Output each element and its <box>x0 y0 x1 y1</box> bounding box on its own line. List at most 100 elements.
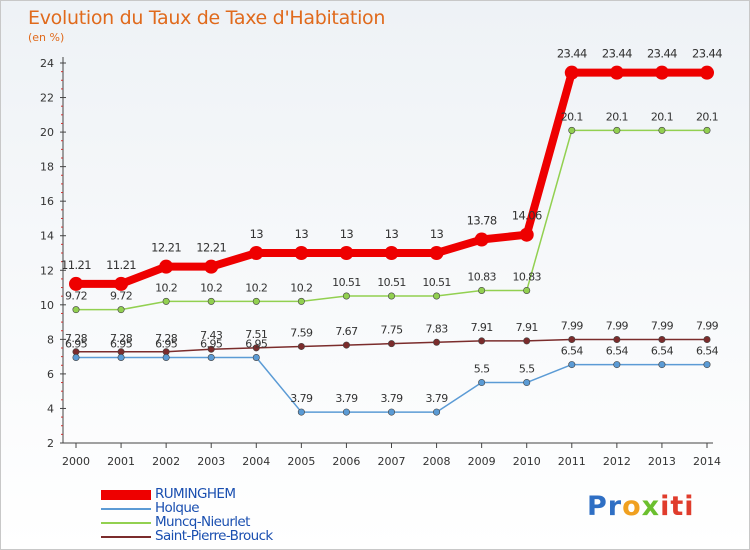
y-tick-label: 22 <box>40 92 54 105</box>
data-label-muncq-nieurlet: 10.2 <box>155 281 177 294</box>
x-tick-label: 2006 <box>332 455 360 468</box>
x-tick-label: 2011 <box>558 455 586 468</box>
y-tick-label: 24 <box>40 57 54 70</box>
data-label-muncq-nieurlet: 20.1 <box>696 110 718 123</box>
data-point-holque <box>658 361 666 369</box>
legend-swatch-saint-pierre-brouck <box>101 536 151 538</box>
data-label-saint-pierre-brouck: 7.83 <box>426 322 449 335</box>
data-point-muncq-nieurlet <box>478 286 486 294</box>
data-label-ruminghem: 13 <box>430 227 444 241</box>
data-point-ruminghem <box>474 232 489 247</box>
data-point-saint-pierre-brouck <box>342 341 350 349</box>
y-tick-label: 20 <box>40 126 54 139</box>
data-label-muncq-nieurlet: 10.51 <box>332 276 361 289</box>
data-point-ruminghem <box>69 276 83 291</box>
data-point-holque <box>117 353 125 361</box>
data-point-ruminghem <box>609 65 624 80</box>
data-label-saint-pierre-brouck: 7.67 <box>335 325 358 338</box>
data-label-ruminghem: 11.21 <box>106 258 136 272</box>
data-point-holque <box>523 379 531 387</box>
data-label-saint-pierre-brouck: 7.75 <box>380 324 403 337</box>
data-label-holque: 6.95 <box>200 338 223 351</box>
x-tick-label: 2002 <box>152 455 180 468</box>
data-label-ruminghem: 23.44 <box>692 47 722 61</box>
legend-label-ruminghem: RUMINGHEM <box>155 486 236 502</box>
data-label-holque: 6.54 <box>606 345 629 358</box>
data-point-ruminghem <box>429 246 444 260</box>
data-point-ruminghem <box>249 246 264 260</box>
data-point-saint-pierre-brouck <box>703 336 711 344</box>
data-label-ruminghem: 13 <box>250 227 264 241</box>
data-label-saint-pierre-brouck: 7.28 <box>155 332 178 345</box>
legend-item-ruminghem: RUMINGHEM <box>101 486 361 502</box>
data-point-holque <box>252 353 260 361</box>
data-label-holque: 6.95 <box>65 338 88 351</box>
data-point-saint-pierre-brouck <box>252 344 260 352</box>
data-label-holque: 6.54 <box>651 345 674 358</box>
data-point-holque <box>478 379 486 387</box>
data-label-saint-pierre-brouck: 7.99 <box>561 320 584 333</box>
legend-label-holque: Holque <box>155 500 200 516</box>
data-point-holque <box>297 408 305 416</box>
data-point-muncq-nieurlet <box>568 126 576 134</box>
data-label-holque: 6.54 <box>561 345 584 358</box>
data-point-muncq-nieurlet <box>297 297 305 305</box>
data-point-ruminghem <box>384 246 399 260</box>
data-label-saint-pierre-brouck: 7.28 <box>110 332 133 345</box>
legend-item-muncq-nieurlet: Muncq-Nieurlet <box>101 514 361 530</box>
data-label-ruminghem: 14.06 <box>512 209 542 223</box>
x-tick-label: 2003 <box>197 455 225 468</box>
x-tick-label: 2014 <box>693 455 721 468</box>
data-point-muncq-nieurlet <box>703 126 711 134</box>
x-tick-label: 2004 <box>242 455 270 468</box>
data-label-saint-pierre-brouck: 7.43 <box>200 329 223 342</box>
data-point-saint-pierre-brouck <box>478 337 486 345</box>
y-tick-label: 6 <box>47 368 54 381</box>
data-label-holque: 6.54 <box>696 345 719 358</box>
legend: RUMINGHEM Holque Muncq-Nieurlet Saint-Pi… <box>101 486 361 544</box>
data-label-ruminghem: 13.78 <box>467 214 497 228</box>
data-label-saint-pierre-brouck: 7.51 <box>245 328 267 341</box>
legend-label-saint-pierre-brouck: Saint-Pierre-Brouck <box>155 528 273 544</box>
data-point-ruminghem <box>159 259 174 274</box>
legend-item-holque: Holque <box>101 500 361 516</box>
data-point-saint-pierre-brouck <box>658 336 666 344</box>
data-label-holque: 5.5 <box>519 363 535 376</box>
x-tick-label: 2010 <box>513 455 541 468</box>
data-point-muncq-nieurlet <box>342 292 350 300</box>
data-point-muncq-nieurlet <box>613 126 621 134</box>
data-point-holque <box>568 361 576 369</box>
x-tick-label: 2000 <box>62 455 90 468</box>
data-label-saint-pierre-brouck: 7.99 <box>696 320 719 333</box>
data-point-holque <box>342 408 350 416</box>
data-point-muncq-nieurlet <box>117 306 125 314</box>
data-label-saint-pierre-brouck: 7.91 <box>516 321 538 334</box>
data-label-holque: 3.79 <box>426 392 449 405</box>
data-label-muncq-nieurlet: 10.2 <box>245 281 267 294</box>
data-point-muncq-nieurlet <box>252 297 260 305</box>
data-point-ruminghem <box>700 65 714 80</box>
data-point-holque <box>72 353 80 361</box>
data-label-ruminghem: 23.44 <box>557 47 587 61</box>
data-label-muncq-nieurlet: 10.2 <box>290 281 312 294</box>
data-label-muncq-nieurlet: 20.1 <box>561 110 583 123</box>
data-label-saint-pierre-brouck: 7.59 <box>290 326 313 339</box>
y-tick-label: 10 <box>40 299 54 312</box>
data-point-saint-pierre-brouck <box>613 336 621 344</box>
data-label-ruminghem: 13 <box>340 227 354 241</box>
data-label-holque: 6.95 <box>155 338 178 351</box>
y-tick-label: 16 <box>40 195 54 208</box>
data-label-saint-pierre-brouck: 7.99 <box>651 320 674 333</box>
data-label-ruminghem: 13 <box>295 227 309 241</box>
data-point-saint-pierre-brouck <box>568 336 576 344</box>
data-label-saint-pierre-brouck: 7.91 <box>471 321 493 334</box>
data-point-ruminghem <box>519 227 534 242</box>
x-tick-label: 2012 <box>603 455 631 468</box>
data-label-muncq-nieurlet: 10.83 <box>467 270 496 283</box>
legend-label-muncq-nieurlet: Muncq-Nieurlet <box>155 514 250 530</box>
data-label-muncq-nieurlet: 20.1 <box>606 110 628 123</box>
data-label-saint-pierre-brouck: 7.99 <box>606 320 629 333</box>
legend-swatch-ruminghem <box>101 490 151 500</box>
